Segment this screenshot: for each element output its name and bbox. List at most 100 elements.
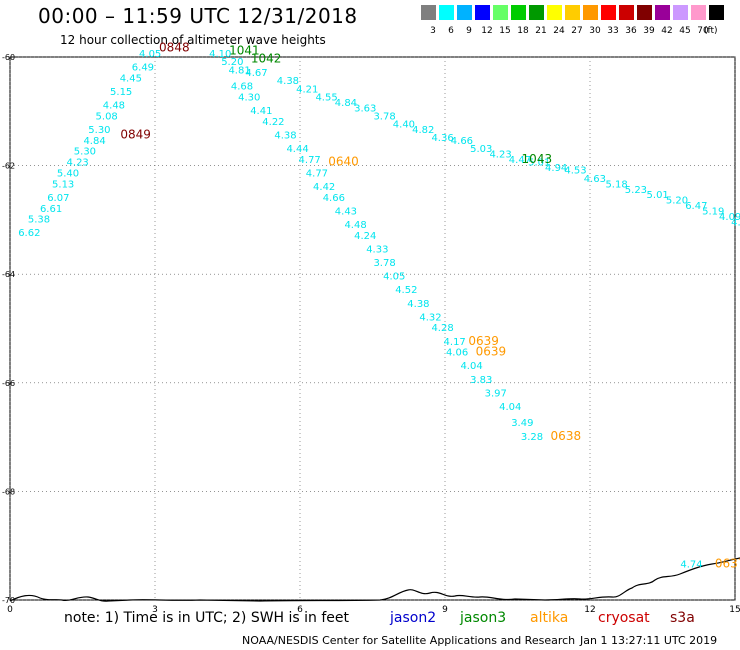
wave-height-label: 5.13: [52, 179, 74, 190]
wave-height-label: 4.53: [564, 166, 586, 177]
x-tick-label: 0: [7, 605, 13, 615]
pass-time-label: 0640: [328, 155, 359, 169]
wave-height-label: 4.43: [335, 206, 357, 217]
y-tick-label: -66: [2, 379, 15, 388]
wave-height-label: 4.24: [354, 231, 376, 242]
wave-height-label: 4.17: [444, 337, 466, 348]
wave-height-label: 3.63: [354, 103, 376, 114]
wave-height-label: 4.68: [231, 82, 253, 93]
satellite-tracks: 6.625.386.616.075.135.404.235.304.845.30…: [18, 41, 740, 571]
scale-swatch: [655, 5, 670, 20]
scale-label: 33: [607, 26, 619, 36]
scale-label: 15: [499, 26, 511, 36]
wave-height-label: 5.01: [647, 190, 669, 201]
scale-swatch: [619, 5, 634, 20]
wave-height-label: 4.23: [489, 149, 511, 160]
scale-swatch: [493, 5, 508, 20]
wave-height-label: 3.49: [511, 418, 533, 429]
scale-swatch: [583, 5, 598, 20]
wave-height-label: 4.38: [407, 299, 429, 310]
scale-swatch: [421, 5, 436, 20]
wave-height-label: 3.78: [373, 258, 395, 269]
scale-label: 24: [553, 26, 565, 36]
wave-height-label: 4.82: [412, 125, 434, 136]
wave-height-label: 5.30: [88, 125, 110, 136]
x-tick-label: 15: [729, 605, 740, 615]
wave-height-label: 5.15: [110, 87, 132, 98]
wave-height-label: 4.38: [277, 76, 299, 87]
y-tick-label: -64: [2, 270, 15, 279]
pass-time-label: 0638: [551, 429, 582, 443]
scale-label: 21: [535, 26, 547, 36]
wave-height-label: 4.67: [245, 68, 267, 79]
wave-height-label: 4.32: [419, 312, 441, 323]
wave-height-label: 4.41: [250, 106, 272, 117]
wave-height-label: 4.84: [83, 136, 105, 147]
wave-height-label: 3.83: [470, 375, 492, 386]
footer-timestamp: Jan 1 13:27:11 UTC 2019: [580, 634, 718, 647]
wave-height-label: 4.81: [228, 65, 250, 76]
scale-label: 12: [481, 26, 493, 36]
y-tick-label: -60: [2, 53, 15, 62]
legend-jason2: jason2: [390, 610, 437, 626]
x-tick-label: 12: [584, 605, 595, 615]
coastline: [9, 557, 740, 602]
wave-height-label: 4.10: [209, 49, 231, 60]
wave-height-label: 4.38: [274, 130, 296, 141]
wave-height-label: 4.66: [323, 193, 345, 204]
wave-height-label: 4.05: [731, 217, 740, 228]
wave-height-label: 4.45: [120, 73, 142, 84]
wave-height-label: 6.07: [47, 193, 69, 204]
y-tick-label: -70: [2, 596, 15, 605]
wave-height-label: 4.06: [446, 348, 468, 359]
wave-height-label: 3.97: [485, 388, 507, 399]
lat-lon-grid: 0 3 6 9 12 15 -60 -62 -64 -66 -68 -70: [2, 53, 740, 615]
wave-height-label: 6.49: [132, 63, 154, 74]
legend-altika: altika: [530, 610, 569, 626]
wave-height-label: 4.63: [584, 174, 606, 185]
wave-height-label: 4.04: [460, 361, 482, 372]
wave-height-label: 4.05: [383, 272, 405, 283]
wave-height-label: 4.48: [344, 220, 366, 231]
scale-swatch: [529, 5, 544, 20]
wave-height-label: 4.09: [719, 212, 740, 223]
x-tick-label: 6: [297, 605, 303, 615]
scale-swatch: [547, 5, 562, 20]
footer-credit: NOAA/NESDIS Center for Satellite Applica…: [242, 634, 576, 647]
pass-time-label: 0639: [468, 334, 499, 348]
page-title: 00:00 – 11:59 UTC 12/31/2018: [38, 4, 358, 28]
wave-height-label: 5.20: [221, 57, 243, 68]
wave-height-label: 4.74: [680, 559, 702, 570]
wave-height-label: 5.30: [74, 147, 96, 158]
map-frame: [9, 56, 736, 601]
wave-height-label: 4.05: [139, 49, 161, 60]
wave-height-label: 4.33: [366, 244, 388, 255]
wave-height-label: 4.23: [67, 158, 89, 169]
wave-height-label: 4.47: [509, 155, 531, 166]
scale-label: 6: [448, 26, 454, 36]
scale-label: 30: [589, 26, 601, 36]
wave-height-label: 4.66: [451, 136, 473, 147]
scale-label: 70: [697, 26, 709, 36]
wave-height-label: 4.77: [306, 168, 328, 179]
scale-label: 9: [466, 26, 472, 36]
wave-height-label: 4.36: [431, 133, 453, 144]
scale-swatch: [565, 5, 580, 20]
scale-swatch: [511, 5, 526, 20]
scale-swatch: [439, 5, 454, 20]
scale-label: 18: [517, 26, 529, 36]
scale-swatch: [673, 5, 688, 20]
scale-swatch: [475, 5, 490, 20]
wave-height-label: 5.03: [470, 144, 492, 155]
wave-height-label: 4.04: [499, 402, 521, 413]
color-scale-unit: (ft): [704, 26, 718, 36]
pass-time-label: 0848: [159, 41, 190, 55]
page-subtitle: 12 hour collection of altimeter wave hei…: [60, 33, 326, 47]
wave-height-label: 4.94: [545, 163, 567, 174]
pass-time-label: 0637: [715, 556, 740, 570]
wave-height-label: 4.40: [393, 120, 415, 131]
wave-height-label: 4.55: [315, 92, 337, 103]
wave-height-label: 5.19: [702, 206, 724, 217]
y-tick-label: -62: [2, 162, 15, 171]
